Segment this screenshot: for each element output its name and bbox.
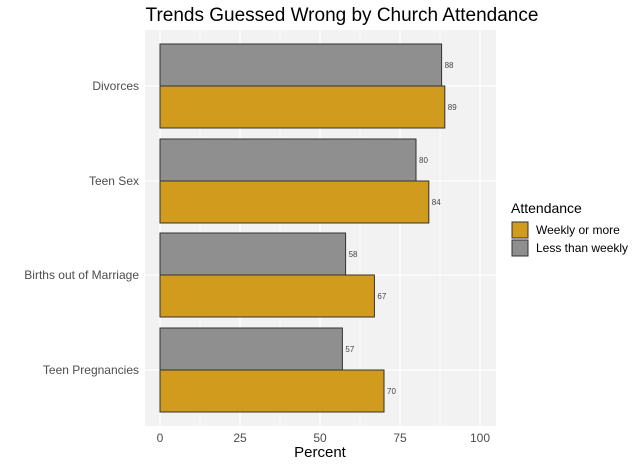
bar-weekly-or-more <box>159 369 385 413</box>
bar-less-than-weekly <box>159 232 347 276</box>
data-label: 67 <box>377 292 386 301</box>
x-axis-label: Percent <box>294 444 347 461</box>
legend-key <box>511 221 529 239</box>
legend-label: Weekly or more <box>536 223 620 237</box>
data-label: 89 <box>448 103 457 112</box>
y-tick-label: Teen Sex <box>89 174 139 188</box>
data-label: 70 <box>387 387 396 396</box>
x-tick-label: 0 <box>157 431 164 445</box>
legend: Attendance Weekly or more Less than weekl… <box>511 200 628 257</box>
legend-title: Attendance <box>511 200 582 216</box>
data-label: 88 <box>445 61 454 70</box>
legend-key <box>511 239 529 257</box>
data-label: 84 <box>432 198 441 207</box>
x-tick-label: 50 <box>313 431 327 445</box>
bar-weekly-or-more <box>159 180 430 224</box>
data-label: 58 <box>349 250 358 259</box>
bar-less-than-weekly <box>159 327 343 371</box>
data-label: 80 <box>419 156 428 165</box>
y-tick-label: Teen Pregnancies <box>43 363 139 377</box>
y-tick-label: Births out of Marriage <box>24 268 139 282</box>
x-tick-label: 100 <box>470 431 490 445</box>
legend-label: Less than weekly <box>536 241 628 255</box>
x-tick-label: 25 <box>233 431 247 445</box>
y-tick-label: Divorces <box>92 79 139 93</box>
data-label: 57 <box>345 345 354 354</box>
bar-less-than-weekly <box>159 138 417 182</box>
x-tick-label: 75 <box>393 431 407 445</box>
bar-weekly-or-more <box>159 85 446 129</box>
bar-weekly-or-more <box>159 274 375 318</box>
chart-title: Trends Guessed Wrong by Church Attendanc… <box>146 5 539 26</box>
bar-less-than-weekly <box>159 43 443 87</box>
